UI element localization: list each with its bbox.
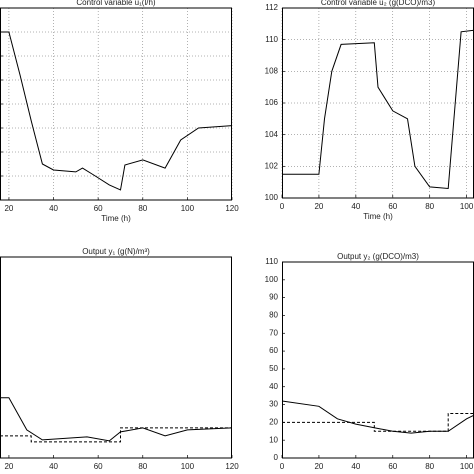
data-line bbox=[282, 413, 474, 432]
y-tick-label: 50 bbox=[269, 364, 278, 373]
y-tick-label: 108 bbox=[265, 66, 279, 75]
x-tick-label: 0 bbox=[280, 462, 285, 471]
x-tick-label: 40 bbox=[351, 202, 360, 211]
y-tick-label: 30 bbox=[269, 400, 278, 409]
x-tick-label: 80 bbox=[138, 204, 147, 213]
x-tick-label: 120 bbox=[225, 462, 239, 471]
y-tick-label: 104 bbox=[265, 130, 279, 139]
x-tick-label: 100 bbox=[460, 202, 474, 211]
x-tick-label: 80 bbox=[138, 462, 147, 471]
y-tick-label: 106 bbox=[265, 98, 279, 107]
data-line bbox=[0, 397, 233, 442]
x-tick-label: 80 bbox=[425, 202, 434, 211]
x-tick-label: 60 bbox=[94, 462, 103, 471]
x-axis-label: Time (h) bbox=[363, 212, 393, 221]
data-line bbox=[0, 427, 232, 443]
y-tick-label: 0 bbox=[274, 453, 279, 462]
x-axis-label: Time (h) bbox=[101, 214, 131, 223]
y-tick-label: 100 bbox=[265, 193, 279, 202]
x-tick-label: 60 bbox=[388, 462, 397, 471]
y-tick-label: 40 bbox=[269, 382, 278, 391]
y-tick-label: 80 bbox=[269, 311, 278, 320]
y-tick-label: 110 bbox=[265, 257, 278, 266]
y-tick-label: 60 bbox=[269, 346, 278, 355]
y-tick-label: 20 bbox=[269, 417, 278, 426]
x-tick-label: 40 bbox=[49, 204, 58, 213]
y-tick-label: 100 bbox=[265, 275, 279, 284]
plot-frame bbox=[0, 7, 232, 201]
x-tick-label: 20 bbox=[4, 204, 13, 213]
y-tick-label: 110 bbox=[265, 35, 278, 44]
y-tick-label: 10 bbox=[269, 435, 278, 444]
y-tick-label: 112 bbox=[265, 3, 278, 12]
x-tick-label: 0 bbox=[280, 202, 285, 211]
data-line bbox=[0, 31, 233, 191]
chart-title: Output y₁ (g(N)/m³) bbox=[82, 247, 150, 256]
chart-title: Output y₂ (g(DCO)/m3) bbox=[337, 252, 419, 261]
x-tick-label: 40 bbox=[351, 462, 360, 471]
data-line bbox=[282, 29, 474, 190]
x-tick-label: 100 bbox=[460, 462, 474, 471]
y-tick-label: 90 bbox=[269, 293, 278, 302]
chart-title: Control variable u₁(l/h) bbox=[76, 0, 156, 7]
x-tick-label: 60 bbox=[94, 204, 103, 213]
x-tick-label: 20 bbox=[4, 462, 13, 471]
x-tick-label: 120 bbox=[225, 204, 239, 213]
y-tick-label: 70 bbox=[269, 328, 278, 337]
x-tick-label: 40 bbox=[49, 462, 58, 471]
chart-title: Control variable u₂ (g(DCO)/m3) bbox=[321, 0, 436, 7]
data-line bbox=[281, 400, 474, 434]
x-tick-label: 100 bbox=[181, 204, 195, 213]
y-tick-label: 102 bbox=[265, 161, 279, 170]
x-tick-label: 20 bbox=[314, 462, 323, 471]
x-tick-label: 20 bbox=[314, 202, 323, 211]
x-tick-label: 100 bbox=[181, 462, 195, 471]
x-tick-label: 60 bbox=[388, 202, 397, 211]
plot-frame bbox=[0, 256, 232, 459]
x-tick-label: 80 bbox=[425, 462, 434, 471]
